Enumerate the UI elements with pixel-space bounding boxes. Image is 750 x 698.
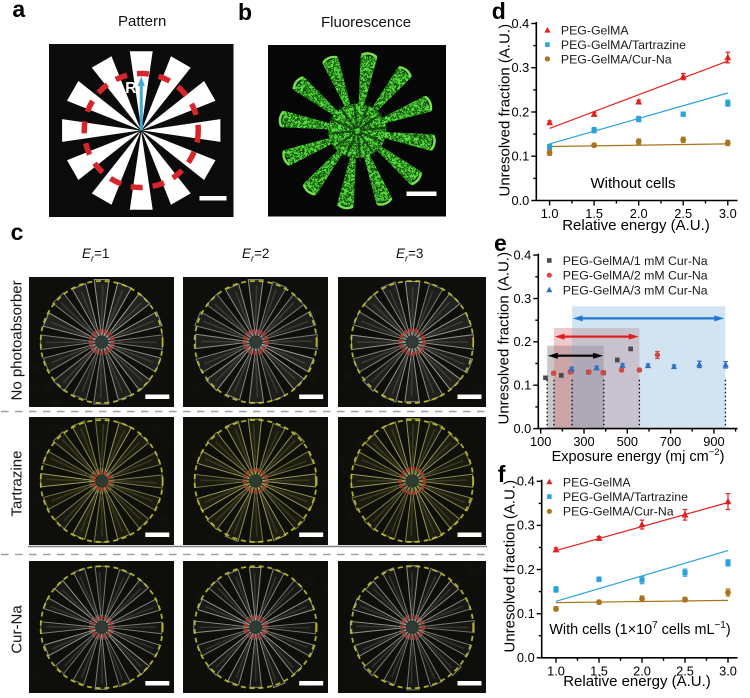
svg-text:0.4: 0.4 (514, 247, 532, 262)
svg-text:PEG-GelMA/1 mM Cur-Na: PEG-GelMA/1 mM Cur-Na (563, 254, 708, 268)
svg-text:0.0: 0.0 (517, 650, 535, 665)
svg-text:PEG-GelMA/Cur-Na: PEG-GelMA/Cur-Na (563, 505, 674, 519)
svg-text:0.4: 0.4 (512, 16, 530, 31)
svg-text:PEG-GelMA/Tartrazine: PEG-GelMA/Tartrazine (563, 490, 688, 504)
svg-text:PEG-GelMA: PEG-GelMA (561, 24, 629, 38)
svg-text:PEG-GelMA: PEG-GelMA (563, 475, 631, 489)
svg-text:0.0: 0.0 (514, 421, 532, 436)
svg-text:R: R (125, 80, 136, 97)
svg-text:PEG-GelMA/Cur-Na: PEG-GelMA/Cur-Na (561, 52, 672, 66)
svg-text:0.2: 0.2 (517, 562, 535, 577)
svg-text:Without cells: Without cells (590, 175, 675, 192)
svg-text:2.0: 2.0 (630, 206, 648, 221)
svg-text:PEG-GelMA/Tartrazine: PEG-GelMA/Tartrazine (561, 38, 686, 52)
svg-text:2.0: 2.0 (633, 663, 651, 678)
svg-text:0.4: 0.4 (517, 474, 535, 489)
svg-text:0.1: 0.1 (517, 606, 535, 621)
svg-text:3.0: 3.0 (719, 206, 737, 221)
svg-text:0.3: 0.3 (517, 518, 535, 533)
svg-text:500: 500 (617, 434, 638, 449)
svg-text:700: 700 (660, 434, 681, 449)
svg-text:1.5: 1.5 (585, 206, 603, 221)
svg-text:0.2: 0.2 (514, 334, 532, 349)
svg-text:0.3: 0.3 (514, 291, 532, 306)
svg-text:3.0: 3.0 (719, 663, 737, 678)
svg-text:PEG-GelMA/2 mM Cur-Na: PEG-GelMA/2 mM Cur-Na (563, 269, 708, 283)
svg-text:900: 900 (703, 434, 724, 449)
svg-text:0.0: 0.0 (512, 193, 530, 208)
svg-text:PEG-GelMA/3 mM Cur-Na: PEG-GelMA/3 mM Cur-Na (563, 283, 708, 297)
svg-text:0.1: 0.1 (514, 378, 532, 393)
svg-text:1.5: 1.5 (590, 663, 608, 678)
svg-text:0.2: 0.2 (512, 104, 530, 119)
svg-text:2.5: 2.5 (674, 206, 692, 221)
svg-text:100: 100 (530, 434, 551, 449)
svg-text:2.5: 2.5 (676, 663, 694, 678)
svg-text:300: 300 (573, 434, 594, 449)
svg-text:0.1: 0.1 (512, 149, 530, 164)
svg-text:1.0: 1.0 (547, 663, 565, 678)
svg-text:1.0: 1.0 (541, 206, 559, 221)
svg-text:0.3: 0.3 (512, 60, 530, 75)
